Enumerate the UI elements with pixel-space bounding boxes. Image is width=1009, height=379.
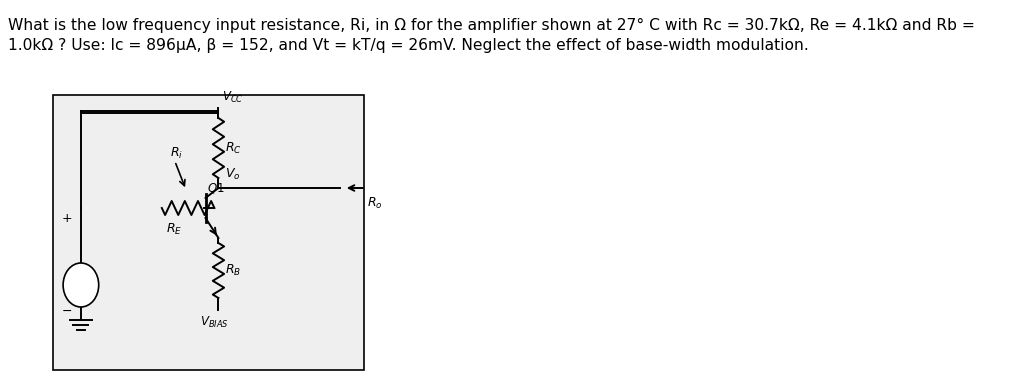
Text: $V_{CC}$: $V_{CC}$	[222, 90, 243, 105]
Circle shape	[64, 263, 99, 307]
Text: What is the low frequency input resistance, Ri, in Ω for the amplifier shown at : What is the low frequency input resistan…	[8, 18, 975, 33]
Text: $R_i$: $R_i$	[170, 146, 183, 161]
Text: $Vi$: $Vi$	[75, 278, 88, 292]
Text: $R_o$: $R_o$	[367, 196, 383, 211]
Text: $R_C$: $R_C$	[225, 141, 242, 155]
Text: $R_B$: $R_B$	[225, 263, 241, 278]
Text: $R_E$: $R_E$	[165, 222, 182, 237]
Text: 1.0kΩ ? Use: Ic = 896μA, β = 152, and Vt = kT/q = 26mV. Neglect the effect of ba: 1.0kΩ ? Use: Ic = 896μA, β = 152, and Vt…	[8, 38, 809, 53]
Text: $V_o$: $V_o$	[225, 167, 240, 182]
Bar	[52, 95, 364, 370]
Text: $V_{BIAS}$: $V_{BIAS}$	[200, 315, 229, 330]
Text: $-$: $-$	[61, 304, 72, 316]
Text: $+$: $+$	[61, 211, 72, 224]
Text: $Q1$: $Q1$	[207, 181, 225, 195]
